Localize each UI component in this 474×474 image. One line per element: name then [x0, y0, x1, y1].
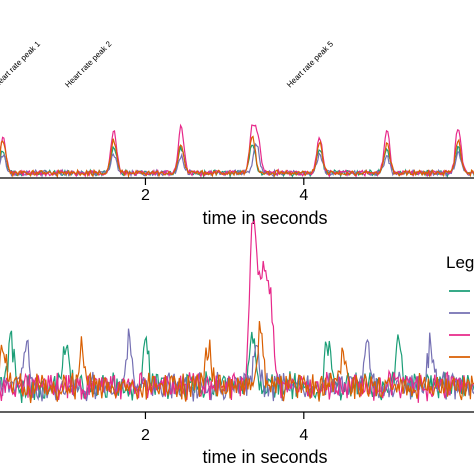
panel-2: 2 4 time in seconds Leg: [0, 219, 474, 467]
peak-annotation: Heart rate peak 2: [63, 39, 113, 89]
x-tick-label: 4: [299, 187, 308, 204]
panel-1: 2 4 time in seconds Heart rate peak 1 Heart …: [0, 39, 474, 228]
x-axis-title: time in seconds: [202, 447, 327, 467]
x-tick-label: 2: [141, 187, 150, 204]
series-line-4: [0, 321, 474, 404]
series-line-4: [0, 135, 474, 179]
peak-annotation: Heart rate peak 5: [285, 39, 335, 89]
peak-annotation: Heart rate peak 1: [0, 39, 43, 89]
legend-title: Leg: [446, 253, 474, 272]
series-line-3: [0, 123, 474, 178]
x-tick-label: 4: [299, 427, 308, 444]
x-axis-title: time in seconds: [202, 208, 327, 228]
x-tick-label: 2: [141, 427, 150, 444]
